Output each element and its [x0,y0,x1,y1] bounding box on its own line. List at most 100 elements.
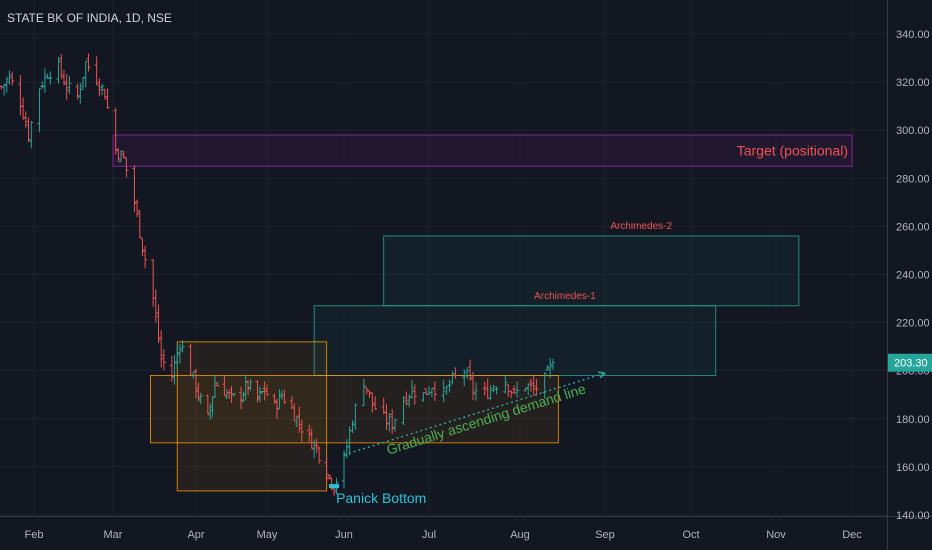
support-zone-4[interactable] [176,341,328,492]
ohlc-bar[interactable] [135,199,140,218]
ohlc-bar[interactable] [528,378,533,392]
ohlc-bar[interactable] [534,379,539,396]
ohlc-bar[interactable] [494,386,499,395]
ohlc-bar[interactable] [180,340,185,353]
ohlc-bar[interactable] [550,358,555,370]
ohlc-bar[interactable] [531,374,536,396]
ohlc-bar[interactable] [67,76,72,94]
ohlc-bar[interactable] [542,372,547,399]
ohlc-bar[interactable] [462,369,467,387]
ohlc-bar[interactable] [350,420,355,433]
ohlc-bar[interactable] [153,289,158,323]
ohlc-bar[interactable] [119,150,124,163]
ohlc-bar[interactable] [274,398,279,419]
ohlc-bar[interactable] [441,379,446,403]
ohlc-bar[interactable] [208,403,213,420]
ohlc-bar[interactable] [324,457,329,484]
ohlc-bar[interactable] [292,403,297,422]
ohlc-bar[interactable] [401,396,406,426]
ohlc-bar[interactable] [215,381,220,387]
ohlc-bar[interactable] [364,387,369,395]
ohlc-bar[interactable] [198,392,203,404]
ohlc-bar[interactable] [314,438,319,454]
ohlc-bar[interactable] [450,371,455,384]
ohlc-bar[interactable] [23,111,28,128]
ohlc-bar[interactable] [56,56,61,84]
ohlc-bar[interactable] [97,78,102,97]
ohlc-bar[interactable] [294,416,299,428]
ohlc-bar[interactable] [140,238,145,256]
ohlc-bar[interactable] [194,368,198,399]
ohlc-bar[interactable] [515,381,520,398]
ohlc-bar[interactable] [381,397,386,415]
ohlc-bar[interactable] [473,382,478,401]
ohlc-bar[interactable] [48,71,53,85]
archimedes-zone-1[interactable] [313,305,717,376]
ohlc-bar[interactable] [277,389,282,409]
ohlc-bar[interactable] [100,84,105,96]
ohlc-bar[interactable] [113,107,118,155]
ohlc-bar[interactable] [191,371,196,379]
ohlc-bar[interactable] [238,386,243,410]
archimedes-zone-2[interactable] [383,235,800,307]
ohlc-bar[interactable] [116,148,121,162]
ohlc-bar[interactable] [272,393,277,404]
ohlc-bar[interactable] [465,367,470,379]
ohlc-bar[interactable] [26,117,31,143]
ohlc-bar[interactable] [488,385,493,400]
ohlc-bar[interactable] [353,403,358,431]
ohlc-bar[interactable] [59,54,64,80]
ohlc-bar[interactable] [309,428,314,449]
ohlc-bar[interactable] [509,390,514,399]
ohlc-bar[interactable] [523,388,528,392]
ohlc-bar[interactable] [373,396,378,410]
ohlc-bar[interactable] [407,394,412,408]
ohlc-bar[interactable] [384,404,389,430]
ohlc-bar[interactable] [121,150,126,159]
ohlc-bar[interactable] [282,389,287,405]
ohlc-bar[interactable] [137,210,142,238]
ohlc-bar[interactable] [262,381,267,401]
ohlc-bar[interactable] [468,359,473,381]
ohlc-bar[interactable] [40,81,45,89]
ohlc-bar[interactable] [317,446,322,464]
ohlc-bar[interactable] [482,381,487,396]
target-zone-0[interactable] [112,134,853,167]
ohlc-bar[interactable] [241,391,246,403]
ohlc-bar[interactable] [255,380,260,403]
ohlc-bar[interactable] [83,60,88,88]
ohlc-bar[interactable] [161,349,166,371]
ohlc-bar[interactable] [196,382,201,402]
ohlc-bar[interactable] [327,474,332,480]
ohlc-bar[interactable] [332,487,337,496]
ohlc-bar[interactable] [94,56,99,86]
ohlc-bar[interactable] [248,378,253,391]
ohlc-bar[interactable] [2,83,7,96]
ohlc-bar[interactable] [42,68,47,93]
ohlc-bar[interactable] [421,391,426,402]
ohlc-bar[interactable] [75,83,80,100]
ohlc-bar[interactable] [447,379,452,393]
ohlc-bar[interactable] [86,53,91,72]
ohlc-bar[interactable] [4,76,9,93]
ohlc-bar[interactable] [231,393,236,397]
ohlc-bar[interactable] [410,379,414,399]
ohlc-bar[interactable] [124,157,129,178]
ascending-demand-line[interactable] [343,372,606,456]
ohlc-bar[interactable] [10,72,15,86]
ohlc-bar[interactable] [312,439,317,459]
ohlc-bar[interactable] [545,365,550,371]
ohlc-bar[interactable] [257,386,262,403]
ohlc-bar[interactable] [548,358,553,378]
ohlc-bar[interactable] [361,378,366,407]
ohlc-bar[interactable] [299,420,304,442]
ohlc-bar[interactable] [453,367,458,379]
ohlc-bar[interactable] [156,304,161,344]
ohlc-bar[interactable] [307,424,312,442]
ohlc-bar[interactable] [260,390,265,394]
ohlc-bar[interactable] [177,343,182,364]
ohlc-bar[interactable] [297,406,302,433]
ohlc-bar[interactable] [246,380,251,396]
ohlc-bar[interactable] [102,88,107,100]
ohlc-bar[interactable] [45,73,50,79]
